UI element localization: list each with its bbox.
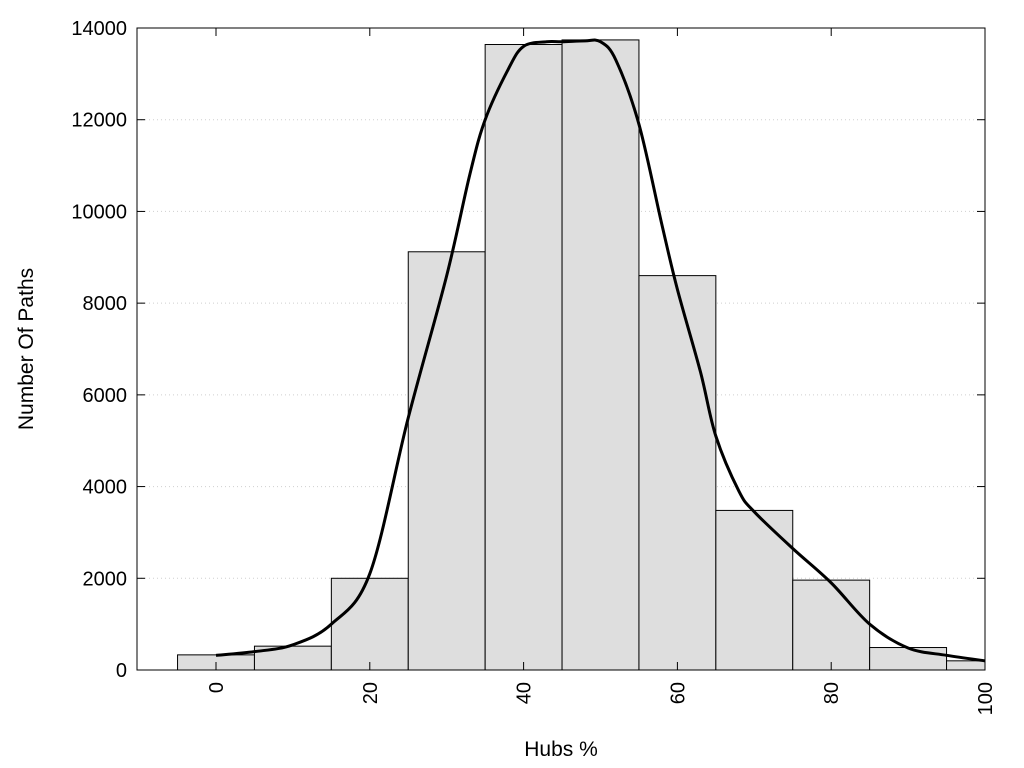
y-axis-title: Number Of Paths [15, 268, 38, 430]
histogram-bar [407, 251, 486, 671]
x-axis-title: Hubs % [524, 738, 598, 761]
y-axis-ticks: 0 2000 4000 6000 8000 10000 12000 14000 [71, 18, 985, 682]
y-tick-label: 2000 [83, 568, 128, 590]
x-tick-label: 100 [975, 682, 997, 715]
histogram-bar [792, 579, 871, 671]
histogram-bars [177, 39, 986, 671]
density-curve [215, 38, 986, 663]
density-curve-line [215, 38, 986, 663]
y-tick-label: 0 [116, 660, 127, 682]
x-axis-ticks: 0 20 40 60 80 100 [206, 28, 997, 715]
y-tick-label: 14000 [71, 18, 127, 40]
histogram-bar [484, 44, 563, 671]
x-tick-label: 20 [360, 682, 382, 704]
histogram-bar [561, 39, 640, 671]
x-tick-label: 60 [667, 682, 689, 704]
histogram-bar [946, 660, 986, 671]
histogram-bar [869, 647, 948, 671]
plot-frame [136, 27, 986, 671]
x-tick-label: 0 [206, 682, 228, 693]
y-tick-label: 6000 [83, 385, 128, 407]
y-tick-label: 4000 [83, 477, 128, 499]
histogram-bar [715, 509, 794, 671]
x-tick-label: 80 [821, 682, 843, 704]
histogram-bar [330, 577, 409, 671]
histogram-bar [638, 275, 717, 671]
y-tick-label: 8000 [83, 293, 128, 315]
x-tick-label: 40 [514, 682, 536, 704]
y-tick-label: 10000 [71, 201, 127, 223]
y-tick-label: 12000 [71, 110, 127, 132]
